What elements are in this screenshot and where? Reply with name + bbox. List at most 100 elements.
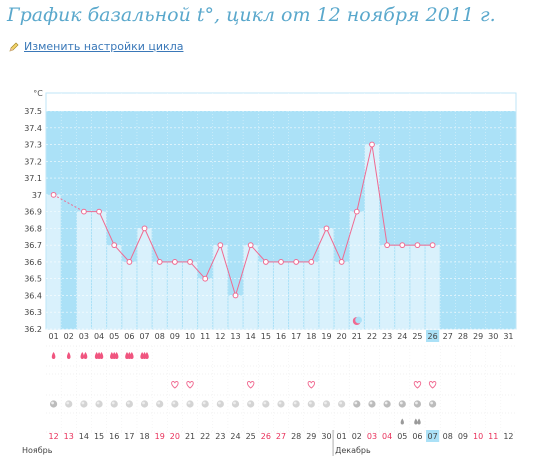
cycle-day-label[interactable]: 27 — [443, 332, 453, 341]
grey-circle-icon[interactable] — [247, 400, 255, 408]
grey-circle-icon[interactable] — [262, 400, 270, 408]
calendar-date-label[interactable]: 12 — [48, 432, 58, 441]
heart-icon[interactable] — [171, 381, 179, 389]
cycle-day-label[interactable]: 14 — [246, 332, 256, 341]
temperature-point[interactable] — [262, 259, 269, 265]
calendar-date-label[interactable]: 08 — [443, 432, 453, 441]
drop-icon[interactable] — [414, 418, 421, 425]
grey-circle-icon[interactable] — [201, 400, 209, 408]
cycle-day-label[interactable]: 20 — [337, 332, 347, 341]
temperature-point[interactable] — [414, 242, 421, 249]
grey-circle-icon[interactable] — [110, 400, 118, 408]
cycle-day-label[interactable]: 02 — [64, 332, 74, 341]
calendar-date-label[interactable]: 04 — [382, 432, 392, 441]
calendar-date-label[interactable]: 12 — [503, 432, 513, 441]
temperature-point[interactable] — [232, 292, 239, 299]
temperature-point[interactable] — [369, 141, 375, 148]
temperature-point[interactable] — [156, 259, 163, 265]
temperature-point[interactable] — [384, 242, 391, 249]
heart-icon[interactable] — [428, 381, 437, 389]
cycle-day-label[interactable]: 11 — [200, 332, 210, 341]
calendar-date-label[interactable]: 02 — [352, 432, 362, 441]
grey-circle-icon[interactable] — [307, 400, 315, 408]
calendar-date-label[interactable]: 18 — [139, 432, 149, 441]
calendar-date-label[interactable]: 20 — [170, 432, 180, 441]
grey-circle-icon[interactable] — [292, 400, 300, 408]
calendar-date-label[interactable]: 25 — [246, 432, 256, 441]
cycle-day-label[interactable]: 19 — [321, 332, 331, 341]
heart-icon[interactable] — [307, 381, 316, 389]
temperature-point[interactable] — [217, 242, 224, 249]
cycle-day-label[interactable]: 15 — [261, 332, 271, 341]
calendar-date-label[interactable]: 05 — [397, 432, 407, 441]
heart-icon[interactable] — [246, 381, 255, 389]
cycle-day-label[interactable]: 26 — [428, 332, 438, 341]
grey-circle-icon[interactable] — [231, 400, 240, 408]
cycle-day-label[interactable]: 12 — [215, 332, 225, 341]
calendar-date-label[interactable]: 09 — [458, 432, 468, 441]
grey-circle-icon[interactable] — [140, 400, 149, 408]
calendar-date-label[interactable]: 29 — [306, 432, 316, 441]
calendar-date-label[interactable]: 24 — [230, 432, 240, 441]
calendar-date-label[interactable]: 15 — [94, 432, 104, 441]
calendar-date-label[interactable]: 30 — [321, 432, 331, 441]
calendar-date-label[interactable]: 14 — [79, 432, 89, 441]
grey-circle-icon[interactable] — [368, 400, 376, 408]
blood-drop-icon[interactable] — [66, 352, 71, 359]
calendar-date-label[interactable]: 10 — [473, 432, 483, 441]
cycle-day-label[interactable]: 17 — [291, 332, 301, 341]
cycle-day-label[interactable]: 16 — [276, 332, 286, 341]
cycle-day-label[interactable]: 25 — [412, 332, 422, 341]
grey-circle-icon[interactable] — [398, 400, 406, 408]
calendar-date-label[interactable]: 22 — [200, 432, 210, 441]
blood-drop-icon[interactable] — [94, 352, 104, 359]
grey-circle-icon[interactable] — [413, 400, 422, 408]
cycle-day-label[interactable]: 31 — [503, 332, 513, 341]
cycle-day-label[interactable]: 18 — [306, 332, 316, 341]
temperature-point[interactable] — [187, 259, 193, 265]
grey-circle-icon[interactable] — [353, 400, 361, 408]
cycle-day-label[interactable]: 05 — [109, 332, 119, 341]
cycle-day-label[interactable]: 21 — [352, 332, 362, 341]
blood-drop-icon[interactable] — [125, 352, 134, 359]
grey-circle-icon[interactable] — [156, 400, 164, 408]
calendar-date-label[interactable]: 06 — [412, 432, 422, 441]
temperature-point[interactable] — [96, 208, 102, 215]
heart-icon[interactable] — [413, 381, 422, 389]
grey-circle-icon[interactable] — [383, 400, 391, 408]
calendar-date-label[interactable]: 28 — [291, 432, 301, 441]
cycle-day-label[interactable]: 10 — [185, 332, 195, 341]
calendar-date-label[interactable]: 11 — [488, 432, 498, 441]
temperature-point[interactable] — [399, 242, 406, 249]
temperature-point[interactable] — [81, 208, 87, 215]
heart-icon[interactable] — [186, 381, 194, 389]
temperature-point[interactable] — [278, 259, 284, 265]
grey-circle-icon[interactable] — [322, 400, 331, 408]
grey-circle-icon[interactable] — [186, 400, 194, 408]
blood-drop-icon[interactable] — [110, 352, 119, 359]
cycle-day-label[interactable]: 04 — [94, 332, 104, 341]
temperature-point[interactable] — [338, 259, 345, 265]
grey-circle-icon[interactable] — [95, 400, 103, 408]
temperature-point[interactable] — [141, 225, 148, 232]
temperature-point[interactable] — [353, 208, 360, 215]
temperature-point[interactable] — [171, 259, 178, 265]
settings-link-row[interactable]: Изменить настройки цикла — [8, 40, 183, 53]
grey-circle-icon[interactable] — [338, 400, 346, 408]
calendar-date-label[interactable]: 27 — [276, 432, 286, 441]
calendar-date-label[interactable]: 16 — [109, 432, 119, 441]
temperature-point[interactable] — [323, 225, 330, 232]
cycle-day-label[interactable]: 28 — [458, 332, 468, 341]
temperature-point[interactable] — [111, 242, 118, 249]
cycle-day-label[interactable]: 29 — [473, 332, 483, 341]
cycle-day-label[interactable]: 01 — [48, 332, 58, 341]
cycle-day-label[interactable]: 13 — [230, 332, 240, 341]
grey-circle-icon[interactable] — [65, 400, 73, 408]
cycle-day-label[interactable]: 08 — [155, 332, 165, 341]
grey-circle-icon[interactable] — [216, 400, 224, 408]
cycle-day-label[interactable]: 30 — [488, 332, 498, 341]
calendar-date-label[interactable]: 19 — [155, 432, 165, 441]
temperature-point[interactable] — [50, 191, 57, 198]
temperature-point[interactable] — [293, 259, 300, 265]
drop-icon[interactable] — [400, 418, 404, 425]
